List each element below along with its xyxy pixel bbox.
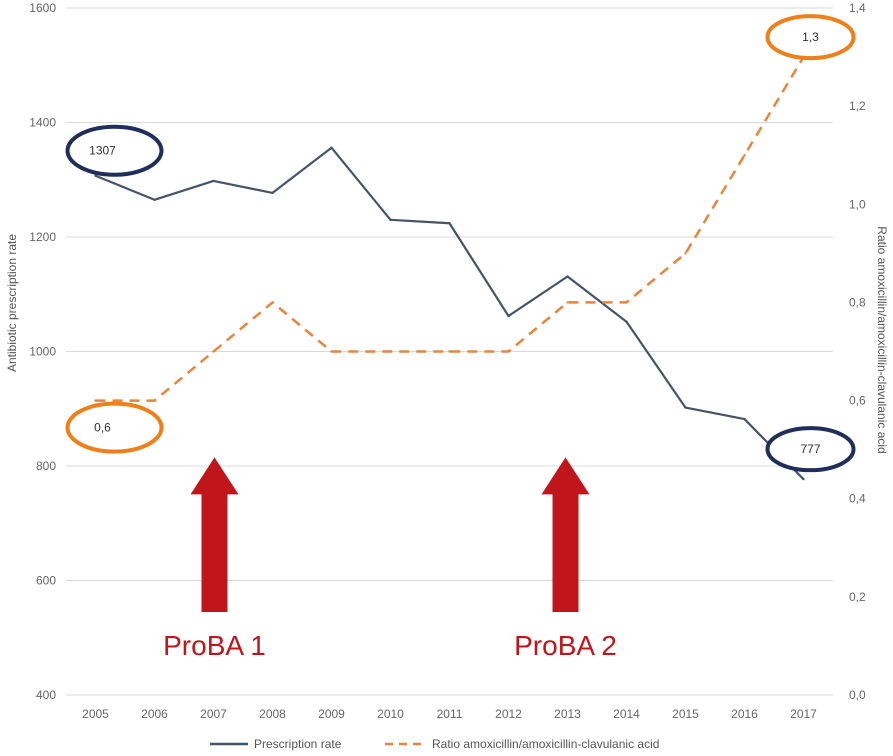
series-line-ratio-amoxicillin-amoxicillin-clavulanic-acid [95, 56, 805, 402]
y2-tick-label: 1,2 [849, 99, 866, 113]
x-tick-label: 2007 [200, 707, 227, 721]
legend-label-ratio: Ratio amoxicillin/amoxicillin-clavulanic… [432, 737, 659, 751]
data-point [94, 174, 97, 177]
callout-label-777: 777 [800, 442, 820, 456]
data-point [684, 406, 687, 409]
y2-tick-label: 1,4 [849, 1, 866, 15]
data-point [743, 154, 746, 157]
callout-ellipse-0-6 [65, 401, 164, 454]
data-point [212, 179, 215, 183]
annotation-arrow-proba-1 [190, 457, 239, 612]
data-point [625, 320, 628, 323]
y-tick-label: 1400 [29, 116, 56, 130]
y-axis-label: Antibiotic prescription rate [5, 234, 19, 372]
x-tick-label: 2008 [259, 707, 286, 721]
data-point [212, 350, 215, 353]
x-axis-ticks: 2005 2006 2007 2008 2009 2010 2011 2012 2013 2014… [82, 707, 817, 721]
legend-label-prescription-rate: Prescription rate [254, 737, 342, 751]
data-point [448, 222, 451, 225]
callout-ellipse-1307 [65, 124, 164, 177]
x-tick-label: 2005 [82, 707, 109, 721]
data-point [566, 301, 569, 304]
x-tick-label: 2016 [731, 707, 758, 721]
series-line-prescription-rate [95, 146, 805, 480]
y-tick-label: 1200 [29, 230, 56, 244]
data-point [566, 275, 569, 278]
y-tick-label: 1600 [29, 1, 56, 15]
y2-tick-label: 1,0 [849, 197, 866, 211]
data-point [802, 477, 805, 481]
y2-tick-label: 0,6 [849, 394, 866, 408]
gridlines [66, 7, 833, 696]
x-tick-label: 2011 [437, 707, 463, 721]
y-tick-label: 1000 [29, 345, 56, 359]
data-point [507, 314, 510, 318]
data-point [94, 399, 97, 402]
callout-ellipse-1-3 [765, 14, 856, 61]
callout-ellipse-777 [765, 426, 856, 473]
x-tick-label: 2010 [377, 707, 404, 721]
y-tick-label: 400 [36, 688, 56, 702]
legend: Prescription rate Ratio amoxicillin/amox… [210, 737, 659, 751]
annotation-label-proba-1: ProBA 1 [163, 630, 266, 661]
y2-tick-label: 0,4 [849, 492, 866, 506]
x-tick-label: 2006 [141, 707, 168, 721]
data-point [153, 198, 156, 201]
data-point [271, 301, 274, 304]
annotation-label-proba-2: ProBA 2 [514, 630, 617, 661]
series-layer [94, 55, 805, 481]
y2-tick-label: 0,0 [849, 688, 866, 702]
data-point [625, 301, 628, 304]
data-point [507, 350, 510, 353]
callout-label-0-6: 0,6 [94, 421, 111, 435]
x-tick-label: 2017 [790, 707, 817, 721]
x-tick-label: 2014 [613, 707, 640, 721]
data-point [743, 417, 746, 421]
x-tick-label: 2012 [495, 707, 522, 721]
data-point [389, 350, 392, 353]
callout-label-1-3: 1,3 [802, 30, 819, 44]
data-point [389, 218, 392, 222]
callout-layer: 1307 777 0,6 1,3 [65, 14, 856, 473]
y2-axis-label: Ratio amoxicillin/amoxicillin-clavulanic… [875, 226, 889, 453]
x-tick-label: 2013 [554, 707, 581, 721]
data-point [271, 191, 274, 195]
data-point [684, 252, 687, 255]
callout-label-1307: 1307 [89, 144, 116, 158]
y2-tick-label: 0,8 [849, 295, 866, 309]
right-axis-ticks: 0,0 0,2 0,4 0,6 0,8 1,0 1,2 1,4 [849, 1, 866, 702]
y2-tick-label: 0,2 [849, 590, 866, 604]
x-tick-label: 2015 [672, 707, 699, 721]
y-tick-label: 800 [36, 459, 56, 473]
data-point [330, 350, 333, 353]
y-tick-label: 600 [36, 574, 56, 588]
data-point [330, 146, 333, 149]
left-axis-ticks: 400 600 800 1000 1200 1400 1600 [29, 1, 56, 702]
data-point [448, 350, 451, 353]
x-tick-label: 2009 [318, 707, 345, 721]
data-point [153, 399, 156, 402]
annotation-layer: ProBA 1 ProBA 2 [163, 457, 617, 661]
annotation-arrow-proba-2 [541, 457, 590, 612]
